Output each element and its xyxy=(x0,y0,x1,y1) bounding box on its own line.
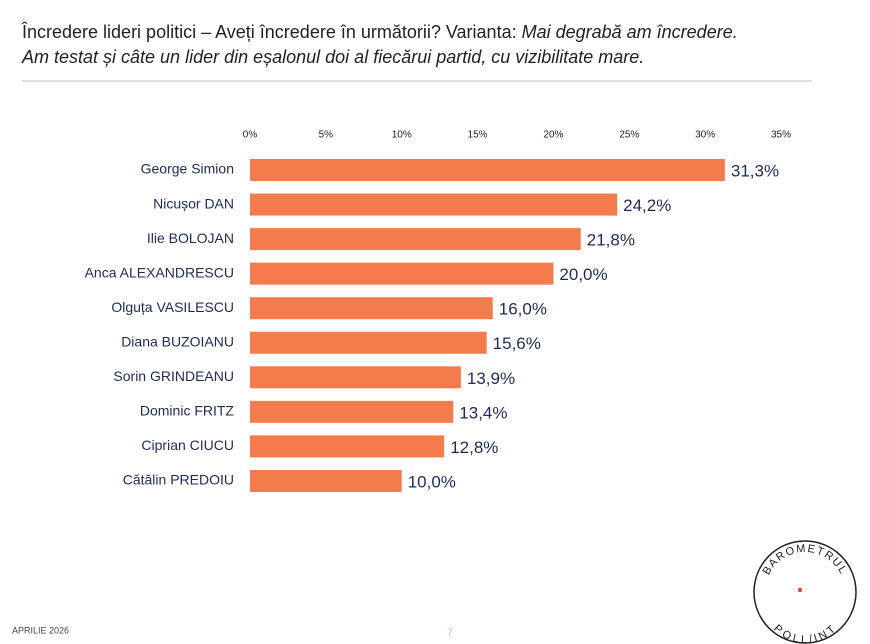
x-tick-label: 5% xyxy=(319,130,334,141)
value-label: 24,2% xyxy=(623,196,671,215)
x-tick-label: 25% xyxy=(619,130,639,141)
footer: APRILIE 2026 xyxy=(12,625,69,635)
category-label: Nicușor DAN xyxy=(153,195,234,211)
value-label: 15,6% xyxy=(493,334,541,353)
x-tick-label: 30% xyxy=(695,130,715,141)
bar xyxy=(250,228,581,251)
category-label: Sorin GRINDEANU xyxy=(113,368,234,384)
title-normal: Încredere lideri politici – Aveți încred… xyxy=(21,22,522,42)
category-label: Ilie BOLOJAN xyxy=(147,230,234,246)
bar xyxy=(250,435,445,458)
title-line-1: Încredere lideri politici – Aveți încred… xyxy=(21,22,738,42)
value-label: 12,8% xyxy=(450,438,498,457)
bar xyxy=(250,331,487,354)
value-label: 16,0% xyxy=(499,300,547,319)
logo-ring xyxy=(753,540,857,644)
x-tick-label: 35% xyxy=(771,130,791,141)
bar xyxy=(250,400,454,423)
value-label: 21,8% xyxy=(587,231,635,250)
x-tick-label: 20% xyxy=(543,130,563,141)
bar xyxy=(250,159,725,181)
title-italic: Mai degrabă am încredere. xyxy=(522,22,738,42)
bar xyxy=(250,297,493,320)
category-label: Cătălin PREDOIU xyxy=(123,472,234,488)
x-tick-label: 10% xyxy=(392,130,412,141)
x-tick-label: 0% xyxy=(243,130,258,141)
category-label: Diana BUZOIANU xyxy=(121,333,234,349)
value-label: 13,4% xyxy=(459,403,507,422)
page-number: 7 xyxy=(447,628,453,639)
logo-dot xyxy=(797,587,803,593)
value-label: 13,9% xyxy=(467,369,515,388)
category-label: Olguța VASILESCU xyxy=(111,299,234,315)
bar xyxy=(250,193,618,216)
bar xyxy=(250,366,461,389)
value-label: 20,0% xyxy=(559,265,607,284)
category-label: George Simion xyxy=(141,161,234,177)
title-line-2: Am testat și câte un lider din eșalonul … xyxy=(21,47,644,67)
bar xyxy=(250,469,402,492)
category-label: Ciprian CIUCU xyxy=(141,437,234,453)
category-label: Dominic FRITZ xyxy=(140,403,235,419)
category-label: Anca ALEXANDRESCU xyxy=(85,264,234,280)
x-tick-label: 15% xyxy=(468,130,488,141)
bar xyxy=(250,262,554,285)
value-label: 10,0% xyxy=(408,472,456,491)
value-label: 31,3% xyxy=(731,161,779,180)
